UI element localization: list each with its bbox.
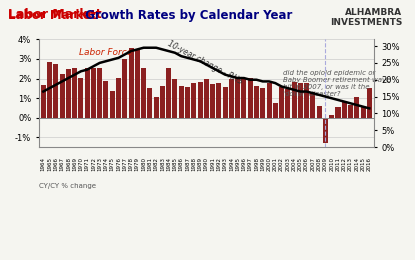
Bar xyxy=(216,83,221,118)
Text: 10-year change - RHS: 10-year change - RHS xyxy=(166,40,244,87)
Bar xyxy=(222,87,228,118)
Bar xyxy=(129,48,134,118)
Bar xyxy=(53,64,59,118)
Bar xyxy=(185,87,190,118)
Bar xyxy=(41,85,46,118)
Bar xyxy=(354,97,359,118)
Bar xyxy=(160,86,165,118)
Text: Labor Market: Labor Market xyxy=(8,8,102,21)
Bar xyxy=(204,80,209,118)
Bar xyxy=(173,79,178,118)
Bar xyxy=(298,83,303,118)
Bar xyxy=(292,82,297,118)
Text: CY/CY % change: CY/CY % change xyxy=(39,183,96,189)
Bar xyxy=(329,115,334,118)
Bar xyxy=(248,77,253,118)
Bar xyxy=(66,69,71,118)
Bar xyxy=(154,97,159,118)
Bar xyxy=(335,107,340,118)
Bar xyxy=(198,82,203,118)
Bar xyxy=(323,118,328,143)
Bar xyxy=(242,79,247,118)
Bar xyxy=(260,88,265,118)
Text: Labor Force: Labor Force xyxy=(79,48,132,57)
Bar xyxy=(254,86,259,118)
Bar xyxy=(317,106,322,118)
Bar xyxy=(266,83,271,118)
Bar xyxy=(342,101,347,118)
Bar xyxy=(273,103,278,118)
Bar xyxy=(367,88,372,118)
Bar xyxy=(122,59,127,118)
Bar xyxy=(110,91,115,118)
Bar xyxy=(179,86,184,118)
Bar xyxy=(229,79,234,118)
Bar xyxy=(166,68,171,118)
Text: did the opioid epidemic or
Baby Boomer retirement wave
hit in 2007, or was it th: did the opioid epidemic or Baby Boomer r… xyxy=(283,69,391,97)
Bar xyxy=(135,50,140,118)
Bar xyxy=(85,68,90,118)
Bar xyxy=(147,88,152,118)
Bar xyxy=(103,81,108,118)
Bar xyxy=(210,84,215,118)
Bar xyxy=(348,105,353,118)
Bar xyxy=(310,92,315,118)
Text: Labor Market: Labor Market xyxy=(8,9,97,22)
Bar xyxy=(72,68,77,118)
Bar xyxy=(97,68,102,118)
Bar xyxy=(60,74,65,118)
Bar xyxy=(361,107,366,118)
Bar xyxy=(141,68,146,118)
Bar xyxy=(47,62,52,118)
Bar xyxy=(235,76,240,118)
Text: Growth Rates by Calendar Year: Growth Rates by Calendar Year xyxy=(81,9,292,22)
Text: ALHAMBRA
INVESTMENTS: ALHAMBRA INVESTMENTS xyxy=(330,8,403,27)
Bar xyxy=(78,77,83,118)
Bar xyxy=(116,77,121,118)
Bar xyxy=(304,83,309,118)
Bar xyxy=(279,87,284,118)
Bar xyxy=(91,68,96,118)
Bar xyxy=(191,83,196,118)
Bar xyxy=(286,89,290,118)
